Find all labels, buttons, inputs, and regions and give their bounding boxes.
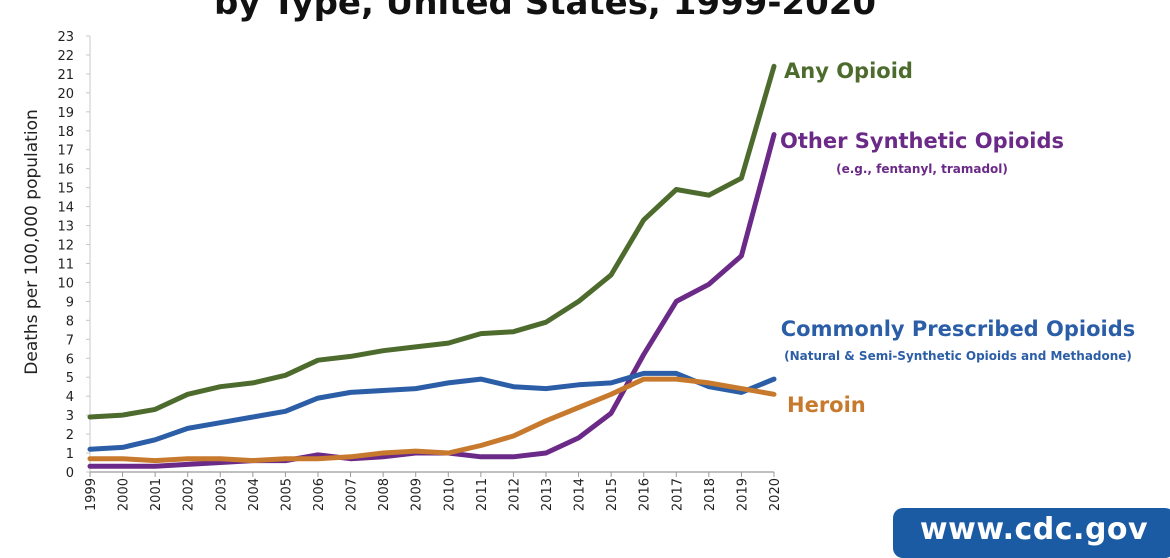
series-labels: Any Opioid Other Synthetic Opioids (e.g., …	[780, 59, 1135, 417]
series-sublabel-1: (e.g., fentanyl, tramadol)	[836, 162, 1008, 176]
y-tick-label: 19	[57, 106, 74, 121]
y-tick-label: 3	[66, 409, 74, 424]
x-tick-label: 1999	[84, 478, 99, 511]
x-tick-label: 2005	[279, 478, 294, 511]
series-label-3: Heroin	[787, 393, 866, 417]
series-label-2: Commonly Prescribed Opioids	[781, 317, 1136, 341]
x-tick-label: 2001	[149, 478, 164, 511]
y-tick-label: 21	[57, 68, 74, 83]
x-tick-label: 2014	[573, 478, 588, 511]
y-tick-label: 22	[57, 49, 74, 64]
y-tick-label: 11	[57, 257, 74, 272]
y-tick-label: 0	[66, 466, 74, 481]
series-lines	[87, 63, 777, 469]
y-tick-label: 15	[57, 182, 74, 197]
x-tick-label: 2008	[377, 478, 392, 511]
y-tick-label: 16	[57, 163, 74, 178]
chart-canvas: by Type, United States, 1999-2020 Deaths…	[22, 0, 1135, 511]
y-tick-label: 10	[57, 276, 74, 291]
x-tick-label: 2002	[182, 478, 197, 511]
x-tick-label: 2016	[638, 478, 653, 511]
x-tick-label: 2009	[410, 478, 425, 511]
y-tick-label: 5	[66, 371, 74, 386]
y-tick-label: 14	[57, 201, 74, 216]
y-tick-label: 4	[66, 390, 74, 405]
x-tick-label: 2000	[117, 478, 132, 511]
x-tick-label: 2012	[507, 478, 522, 511]
y-tick-label: 13	[57, 220, 74, 235]
y-tick-label: 1	[66, 447, 74, 462]
y-axis-label: Deaths per 100,000 population	[22, 109, 42, 374]
x-tick-label: 2004	[247, 478, 262, 511]
x-tick-label: 2018	[703, 478, 718, 511]
y-tick-label: 9	[66, 295, 74, 310]
y-tick-label: 23	[57, 30, 74, 45]
x-tick-label: 2006	[312, 478, 327, 511]
series-label-0: Any Opioid	[784, 59, 913, 83]
axes: 0123456789101112131415161718192021222319…	[57, 30, 783, 511]
x-tick-label: 2011	[475, 478, 490, 511]
y-tick-label: 12	[57, 239, 74, 254]
y-tick-label: 6	[66, 352, 74, 367]
chart-title: by Type, United States, 1999-2020	[214, 0, 876, 23]
y-tick-label: 7	[66, 333, 74, 348]
x-tick-label: 2020	[768, 478, 783, 511]
x-tick-label: 2019	[735, 478, 750, 511]
x-tick-label: 2013	[540, 478, 555, 511]
series-line-1	[87, 132, 777, 469]
x-tick-label: 2003	[214, 478, 229, 511]
series-line-2	[87, 370, 777, 452]
series-label-1: Other Synthetic Opioids	[780, 129, 1064, 153]
x-tick-label: 2017	[670, 478, 685, 511]
series-line-3	[87, 376, 777, 464]
series-sublabel-2: (Natural & Semi-Synthetic Opioids and Me…	[784, 349, 1132, 363]
website-badge[interactable]: www.cdc.gov	[893, 508, 1170, 558]
x-tick-label: 2010	[442, 478, 457, 511]
y-tick-label: 18	[57, 125, 74, 140]
y-tick-label: 8	[66, 314, 74, 329]
y-tick-label: 17	[57, 144, 74, 159]
x-tick-label: 2007	[345, 478, 360, 511]
x-tick-label: 2015	[605, 478, 620, 511]
series-line-0	[87, 63, 777, 420]
y-tick-label: 20	[57, 87, 74, 102]
y-tick-label: 2	[66, 428, 74, 443]
